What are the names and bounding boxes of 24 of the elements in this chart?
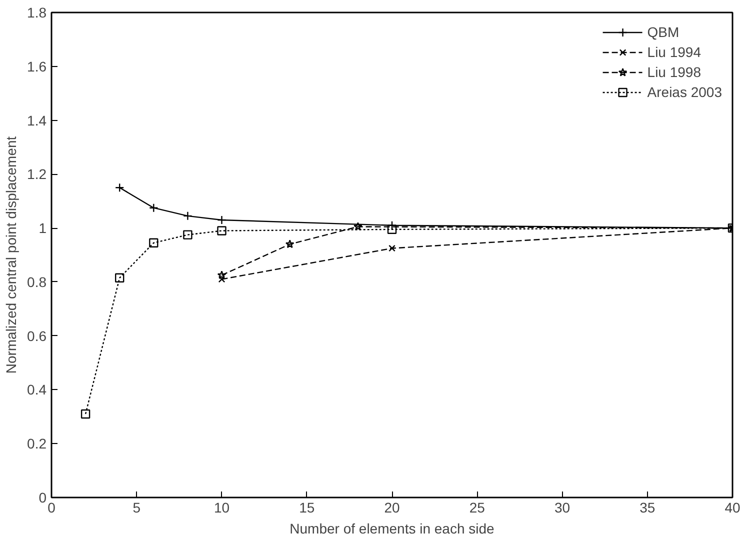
- legend-label: Liu 1994: [647, 44, 701, 60]
- x-tick-label: 10: [214, 500, 230, 516]
- x-tick-label: 40: [724, 500, 740, 516]
- x-tick-label: 30: [554, 500, 570, 516]
- x-tick-label: 15: [299, 500, 315, 516]
- y-tick-label: 0: [38, 490, 47, 506]
- y-tick-label: 1.8: [27, 4, 47, 20]
- y-axis-title: Normalized central point displacement: [3, 136, 20, 374]
- x-tick-label: 25: [469, 500, 486, 516]
- y-tick-label: 1.4: [27, 112, 47, 128]
- x-axis-title: Number of elements in each side: [290, 520, 495, 536]
- y-tick-label: 1.6: [27, 58, 47, 74]
- x-tick-label: 35: [640, 500, 656, 516]
- y-tick-label: 1.2: [27, 166, 47, 182]
- x-tick-label: 5: [132, 500, 141, 516]
- y-tick-label: 0.8: [27, 274, 47, 290]
- y-tick-label: 0.4: [27, 382, 47, 398]
- legend-label: QBM: [647, 24, 680, 40]
- y-tick-label: 0.2: [27, 436, 47, 452]
- y-tick-label: 0.6: [27, 328, 47, 344]
- x-tick-label: 20: [384, 500, 400, 516]
- legend-label: Areias 2003: [647, 84, 722, 100]
- y-tick-label: 1: [38, 220, 47, 236]
- legend-label: Liu 1998: [647, 64, 701, 80]
